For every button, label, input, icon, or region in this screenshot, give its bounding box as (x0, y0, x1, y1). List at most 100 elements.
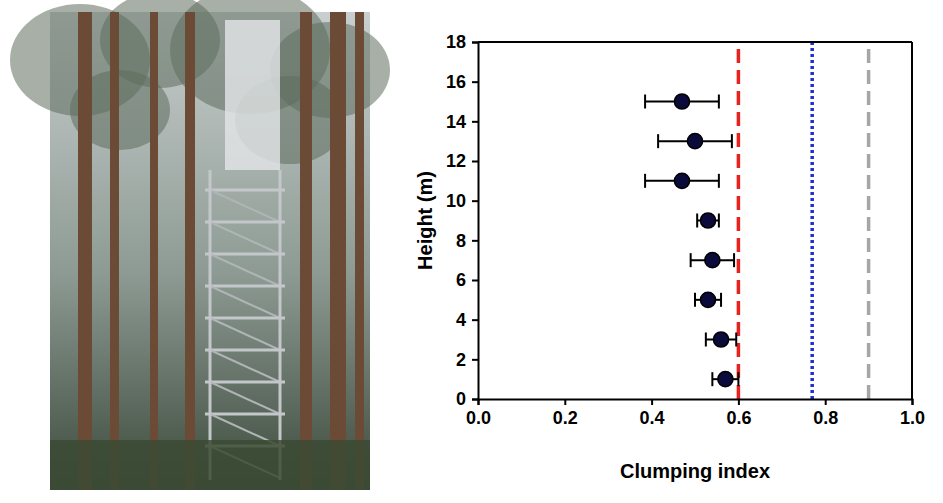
y-tick: 0 (456, 389, 478, 409)
y-tick-mark (472, 81, 478, 83)
tower-platform (205, 253, 285, 256)
y-tick-label: 0 (456, 389, 466, 409)
y-tick-mark (472, 359, 478, 361)
tower-platform (205, 349, 285, 352)
y-tick-label: 8 (456, 231, 466, 251)
y-axis-title: Height (m) (414, 171, 436, 270)
error-bar (691, 253, 734, 267)
y-tick-mark (472, 280, 478, 282)
tower-top (225, 20, 280, 170)
error-bar (645, 95, 719, 109)
tower-platform (205, 221, 285, 224)
chart: 0.0 0.2 0.4 0.6 0.8 1.0 0 2 4 6 8 10 12 14 16 18 Clumpin… (414, 32, 925, 482)
points (674, 94, 733, 387)
error-bar-cap (718, 214, 720, 228)
error-bar-cap (657, 134, 659, 148)
y-axis-line (472, 43, 479, 400)
y-tick-label: 2 (456, 350, 466, 370)
y-tick-mark (472, 121, 478, 123)
error-bar-cap (705, 333, 707, 347)
x-tick: 0.2 (553, 399, 578, 428)
y-tick-label: 16 (446, 72, 466, 92)
error-bar-cap (735, 333, 737, 347)
x-tick-mark (651, 399, 653, 405)
error-bar-cap (718, 95, 720, 109)
y-tick-label: 12 (446, 151, 466, 171)
frame-top (478, 41, 912, 43)
x-tick-mark (825, 399, 827, 405)
y-tick: 12 (446, 151, 478, 171)
x-tick: 0.8 (813, 399, 838, 428)
tree-trunk (110, 12, 119, 490)
error-bar (697, 214, 719, 228)
y-tick-mark (472, 161, 478, 163)
x-axis-title: Clumping index (620, 460, 770, 482)
tree-trunk (150, 12, 158, 490)
error-bar-cap (690, 253, 692, 267)
x-tick-label: 0.8 (813, 408, 838, 428)
tree-trunk (185, 12, 195, 490)
error-bar (695, 293, 721, 307)
y-tick-mark (472, 42, 478, 44)
tower-stair (210, 350, 280, 382)
data-point (718, 372, 733, 387)
error-bar-cap (711, 372, 713, 386)
y-axis: 0 2 4 6 8 10 12 14 16 18 (446, 32, 479, 409)
error-bar (712, 372, 738, 386)
tower-platform (205, 381, 285, 384)
y-tick-label: 14 (446, 112, 466, 132)
y-tick: 14 (446, 112, 478, 132)
y-tick: 2 (456, 350, 478, 370)
photo (10, 0, 390, 490)
x-tick-mark (912, 399, 914, 405)
y-tick: 10 (446, 191, 478, 211)
x-tick: 0.4 (640, 399, 665, 428)
figure: 0.0 0.2 0.4 0.6 0.8 1.0 0 2 4 6 8 10 12 14 16 18 Clumpin… (0, 0, 943, 503)
error-bars (645, 95, 738, 387)
y-tick-mark (472, 200, 478, 202)
frame-right (911, 42, 913, 399)
tower-stair (210, 190, 280, 222)
data-point (674, 94, 689, 109)
y-tick-mark (472, 319, 478, 321)
tower-platform (205, 317, 285, 320)
x-axis-line (479, 400, 913, 406)
y-tick: 8 (456, 231, 478, 251)
reference-line (810, 42, 814, 399)
tree-trunk (78, 12, 92, 490)
y-tick: 18 (446, 32, 478, 52)
undergrowth (50, 440, 370, 490)
data-point (674, 173, 689, 188)
x-axis: 0.0 0.2 0.4 0.6 0.8 1.0 (466, 399, 925, 428)
data-point (700, 292, 715, 307)
tower-stair (210, 382, 280, 414)
error-bar-cap (731, 134, 733, 148)
error-bar-cap (644, 174, 646, 188)
x-tick-label: 0.4 (640, 408, 665, 428)
error-bar-cap (720, 293, 722, 307)
y-tick-mark (472, 240, 478, 242)
tower-post (209, 170, 212, 480)
error-bar-cap (644, 95, 646, 109)
tower-platform (205, 413, 285, 416)
plot-marks (645, 42, 869, 399)
x-tick-label: 0.0 (466, 408, 491, 428)
error-bar-cap (718, 174, 720, 188)
error-bar-cap (696, 214, 698, 228)
y-tick: 16 (446, 72, 478, 92)
reference-line (867, 42, 871, 399)
x-tick-label: 1.0 (900, 408, 925, 428)
reference-line (737, 42, 741, 399)
data-point (687, 134, 702, 149)
error-bar (658, 134, 732, 148)
x-tick-label: 0.6 (726, 408, 751, 428)
tower-stair (210, 222, 280, 254)
error-bar-cap (694, 293, 696, 307)
tower-stair (210, 286, 280, 318)
x-tick-mark (738, 399, 740, 405)
tower (205, 20, 285, 480)
y-tick-label: 6 (456, 270, 466, 290)
y-tick: 6 (456, 270, 478, 290)
y-tick: 4 (456, 310, 478, 330)
error-bar-cap (737, 372, 739, 386)
